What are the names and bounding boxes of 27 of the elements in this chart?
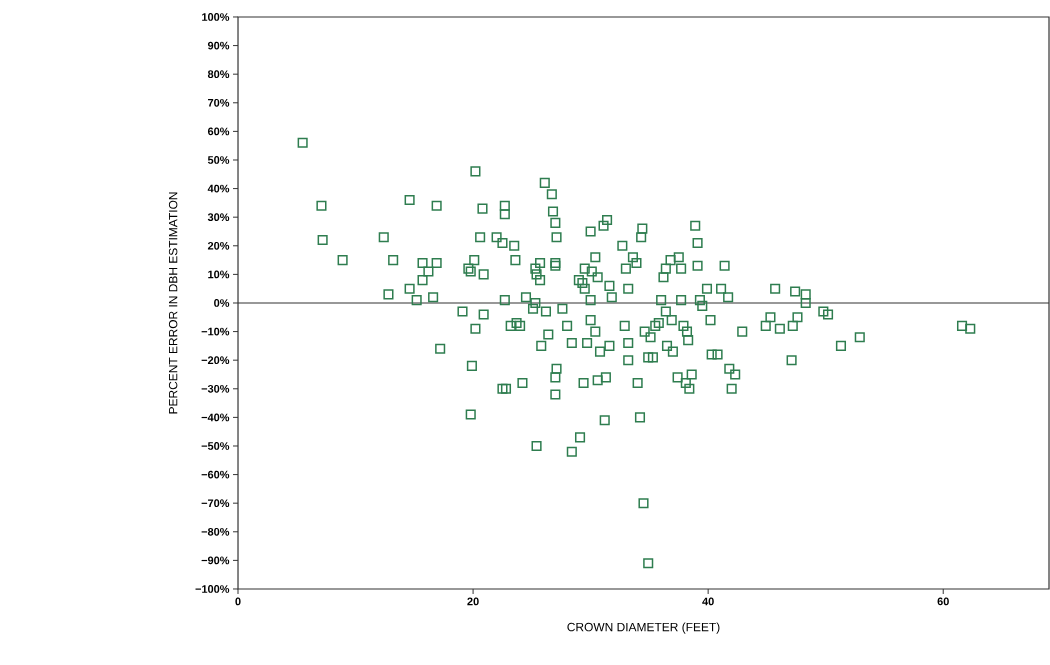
x-tick-label: 40 [702, 597, 714, 606]
y-tick-label: −30% [201, 384, 230, 393]
y-tick-label: 90% [207, 41, 230, 50]
y-tick-label: −80% [201, 527, 230, 536]
y-tick-label: −50% [201, 442, 230, 450]
x-axis-title: CROWN DIAMETER (FEET) [567, 622, 720, 634]
y-tick-label: 30% [207, 213, 230, 222]
y-tick-label: 40% [207, 184, 230, 193]
y-tick-label: −70% [201, 499, 230, 508]
y-tick-label: 100% [202, 13, 230, 21]
y-tick-label: 10% [208, 270, 230, 279]
y-tick-label: −100% [195, 585, 230, 593]
y-tick-label: −60% [201, 470, 230, 479]
y-axis-title: PERCENT ERROR IN DBH ESTIMATION [168, 192, 178, 414]
y-tick-label: 70% [208, 98, 230, 107]
y-tick-label: 0% [214, 299, 230, 307]
y-tick-label: −40% [201, 413, 230, 422]
y-tick-label: 60% [207, 127, 230, 136]
x-tick-label: 0 [235, 597, 241, 606]
y-tick-label: −10% [201, 327, 230, 336]
y-tick-label: 50% [207, 156, 230, 164]
y-tick-label: 20% [207, 241, 230, 250]
y-tick-label: −90% [201, 556, 230, 565]
y-tick-label: −20% [201, 356, 230, 365]
x-tick-label: 60 [937, 597, 949, 606]
y-tick-label: 80% [207, 70, 230, 79]
x-tick-label: 20 [467, 597, 479, 606]
